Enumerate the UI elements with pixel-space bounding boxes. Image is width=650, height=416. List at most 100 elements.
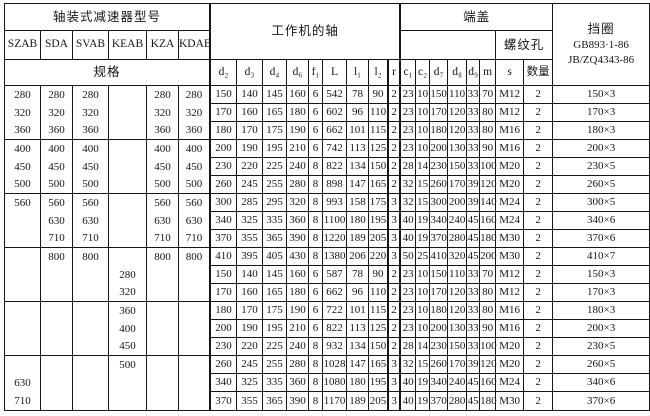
table-cell: 200 [480,248,497,266]
table-cell: M16 [496,140,525,158]
table-cell [73,266,109,284]
table-cell: 3 [389,374,402,392]
table-cell: 40 [401,230,417,248]
table-cell: 6 [309,86,324,104]
table-cell [109,158,147,176]
table-cell [41,284,73,302]
table-cell: 180 [480,392,497,410]
table-cell: 410 [430,248,449,266]
table-cell: 33 [467,302,481,320]
table-cell [5,302,41,320]
table-cell: 45 [467,230,481,248]
table-cell: 2 [524,284,554,302]
col-header-qty: 数量 [524,60,554,86]
table-cell: 630 [5,374,41,392]
col-header-d8: d₈ [448,60,468,86]
col-header-c2: c₂ [416,60,431,86]
table-cell: 80 [480,104,497,122]
table-cell: 6 [309,266,324,284]
table-cell: 6 [309,284,324,302]
table-cell: 80 [480,284,497,302]
table-cell: 160 [287,86,310,104]
table-cell: 450 [179,158,212,176]
table-cell: 2 [389,104,402,122]
table-cell [109,212,147,230]
table-row: 500 500 500 500 500 260 245 255 280 8 898 147 165 2 32… [5,176,650,194]
table-cell: 195 [369,374,390,392]
table-cell: 10 [416,284,431,302]
table-cell: 6 [309,104,324,122]
table-cell: 742 [323,140,348,158]
table-cell: 90 [480,320,497,338]
table-cell: 220 [369,248,390,266]
table-cell: 32 [401,194,417,212]
table-cell: 90 [369,86,390,104]
table-cell: 1170 [323,392,348,410]
table-row: 630 630 630 630 340 325 335 360 8 1100 180 195 3 40 19… [5,212,650,230]
table-cell: 96 [347,284,370,302]
table-cell: M12 [496,266,525,284]
table-cell: 2 [524,230,554,248]
table-cell [109,392,147,410]
table-cell: 33 [467,338,481,356]
table-cell: 320 [5,104,41,122]
table-cell: 8 [309,212,324,230]
table-cell: 355 [237,392,264,410]
table-cell [41,338,73,356]
table-cell: 150 [369,338,390,356]
table-cell: 2 [389,320,402,338]
table-cell: 101 [347,122,370,140]
table-cell: 33 [467,266,481,284]
table-row: 360 360 360 360 360 180 170 175 190 6 662 101 115 2 23… [5,122,650,140]
table-cell: 430 [287,248,310,266]
table-cell: 280 [179,86,212,104]
table-cell: 587 [323,266,348,284]
table-cell: 2 [524,266,554,284]
table-cell: 165 [263,104,288,122]
table-cell [5,248,41,266]
table-cell: 230 [430,338,449,356]
table-cell: 23 [401,302,417,320]
table-row: 320 170 160 165 180 6 662 96 110 2 23 10 170 120 33 80 M… [5,284,650,302]
table-cell: 240 [448,374,468,392]
table-cell: 180 [430,122,449,140]
table-cell: 23 [401,266,417,284]
table-cell: 113 [347,140,370,158]
table-cell: 19 [416,392,431,410]
table-row: 280 150 140 145 160 6 587 78 90 2 23 10 150 110 33 70 M1… [5,266,650,284]
table-cell: 370 [211,392,238,410]
table-cell: 360 [287,374,310,392]
table-cell: 113 [347,320,370,338]
table-cell: 10 [416,86,431,104]
table-cell: 150 [430,266,449,284]
table-cell: 260×5 [553,356,650,374]
table-cell: 370 [430,392,449,410]
col-header-sda: SDA [41,31,73,60]
table-cell [5,338,41,356]
table-cell: 320 [109,284,147,302]
table-cell: 300 [430,194,449,212]
table-cell: 2 [524,338,554,356]
table-cell: 33 [467,86,481,104]
table-cell: 220 [237,338,264,356]
table-cell: 78 [347,86,370,104]
table-cell: 542 [323,86,348,104]
table-cell: 325 [237,212,264,230]
table-cell: 340×6 [553,374,650,392]
retaining-ring-header: 挡圈 GB893·1-86 JB/ZQ4343-86 [553,4,650,86]
table-row: 500 260 245 255 280 8 1028 147 165 3 32 15 260 170 39 1… [5,356,650,374]
table-cell: 1100 [323,212,348,230]
table-cell: 45 [467,374,481,392]
table-cell: 40 [401,212,417,230]
table-cell: 150 [448,338,468,356]
table-cell: 8 [309,356,324,374]
table-cell: 370 [430,230,449,248]
col-header-c1: c₁ [401,60,417,86]
table-cell [147,356,179,374]
table-cell: 2 [524,302,554,320]
col-header-s: s [496,60,525,86]
col-header-d4: d₄ [263,60,288,86]
table-cell: 395 [237,248,264,266]
table-cell: 200 [448,194,468,212]
table-cell: 80 [480,302,497,320]
